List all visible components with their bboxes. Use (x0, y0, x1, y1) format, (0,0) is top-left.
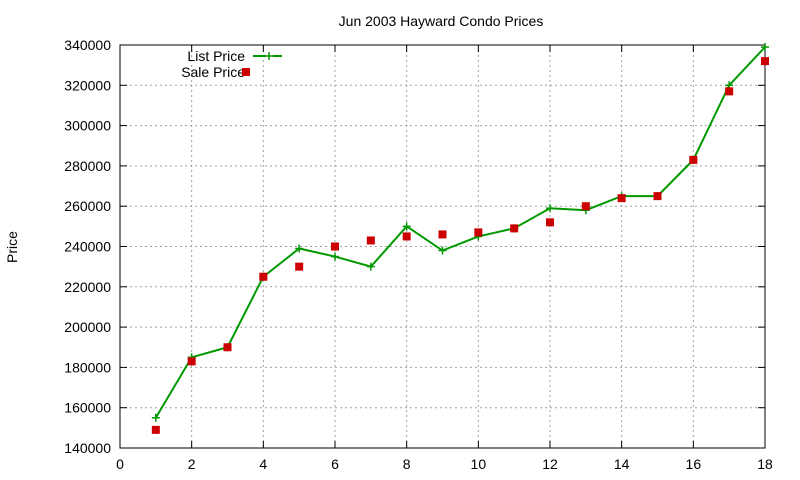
y-tick-label: 280000 (64, 158, 111, 174)
x-tick-label: 10 (471, 456, 487, 472)
x-tick-label: 6 (331, 456, 339, 472)
y-tick-label: 160000 (64, 400, 111, 416)
sale-price-point (366, 236, 375, 245)
sale-price-point (474, 228, 483, 237)
sale-price-point (223, 343, 232, 352)
y-tick-labels: 140000 160000 180000 200000 220000 240000 2600… (64, 37, 111, 456)
sale-price-point (581, 202, 590, 211)
x-tick-label: 0 (116, 456, 124, 472)
list-price-point (151, 413, 160, 422)
chart-title: Jun 2003 Hayward Condo Prices (339, 13, 544, 29)
sale-price-point (653, 192, 662, 201)
y-axis-label: Price (4, 231, 20, 263)
legend-label-sale-price: Sale Price (181, 64, 245, 80)
list-price-point (366, 262, 375, 271)
x-tick-label: 12 (542, 456, 558, 472)
list-price-point (438, 246, 447, 255)
list-price-point (402, 222, 411, 231)
legend-symbol-sale-price (242, 68, 250, 76)
y-tick-label: 180000 (64, 359, 111, 375)
y-tick-label: 140000 (64, 440, 111, 456)
legend: List Price Sale Price (181, 48, 282, 80)
sale-price-point (259, 272, 268, 281)
x-tick-label: 18 (757, 456, 773, 472)
y-tick-label: 320000 (64, 77, 111, 93)
list-price-line (154, 46, 766, 419)
y-tick-label: 340000 (64, 37, 111, 53)
x-tick-label: 14 (614, 456, 630, 472)
list-price-point (331, 252, 339, 261)
x-tick-label: 16 (686, 456, 702, 472)
sale-price-point (187, 357, 196, 366)
sale-price-point (402, 232, 411, 241)
legend-marker-square (242, 68, 250, 76)
x-tick-labels: 0 2 4 6 8 10 12 14 16 18 (116, 456, 773, 472)
y-tick-label: 260000 (64, 198, 111, 214)
y-tick-label: 300000 (64, 118, 111, 134)
sale-price-point (510, 224, 519, 233)
series-layer (151, 43, 769, 434)
y-tick-label: 200000 (64, 319, 111, 335)
legend-symbol-list-price (253, 52, 282, 60)
sale-price-point (151, 425, 160, 434)
x-tick-label: 8 (403, 456, 411, 472)
list-price-point (761, 43, 769, 52)
y-tick-label: 220000 (64, 279, 111, 295)
sale-price-point (546, 218, 554, 227)
legend-label-list-price: List Price (187, 48, 245, 64)
legend-marker-plus (265, 52, 273, 60)
sale-price-point (331, 242, 339, 251)
sale-price-point (761, 57, 769, 66)
axis-ticks (119, 44, 766, 449)
x-tick-label: 4 (259, 456, 267, 472)
sale-price-point (689, 155, 698, 164)
y-tick-label: 240000 (64, 239, 111, 255)
list-price-point (546, 204, 554, 213)
sale-price-point (438, 230, 447, 239)
sale-price-point (617, 194, 626, 203)
list-price-point (295, 244, 304, 253)
grid (120, 45, 765, 448)
sale-price-point (295, 262, 304, 271)
x-tick-label: 2 (188, 456, 196, 472)
sale-price-point (725, 87, 734, 96)
